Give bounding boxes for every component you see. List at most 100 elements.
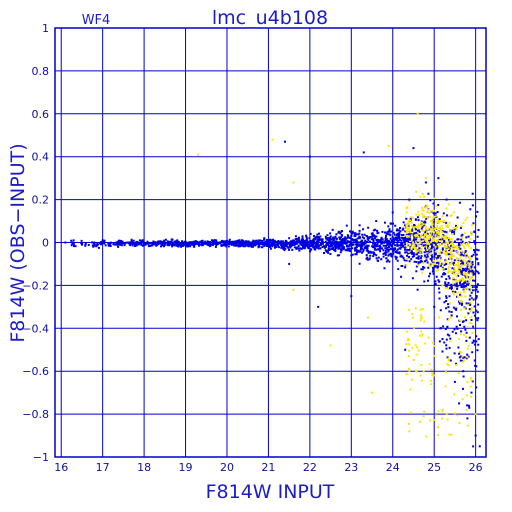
yellow-data-point	[441, 408, 444, 411]
blue-data-point	[424, 181, 427, 184]
x-tick-label: 20	[220, 461, 234, 474]
blue-data-point	[462, 370, 465, 373]
yellow-data-point	[196, 153, 199, 156]
blue-data-point	[72, 239, 75, 242]
blue-data-point	[163, 241, 166, 244]
blue-data-point	[213, 239, 216, 242]
dense-point-cloud	[70, 190, 480, 448]
y-tick-label: −0.8	[22, 408, 49, 421]
blue-data-point	[350, 295, 353, 298]
blue-data-point	[366, 258, 369, 261]
yellow-data-point	[466, 380, 469, 383]
blue-data-point	[64, 241, 67, 244]
blue-data-point	[350, 254, 353, 257]
yellow-data-point	[408, 430, 411, 433]
yellow-data-point	[292, 288, 295, 291]
blue-data-point	[284, 140, 287, 143]
blue-data-point	[225, 243, 228, 246]
blue-data-point	[408, 198, 411, 201]
blue-data-point	[412, 147, 415, 150]
x-tick-label: 17	[96, 461, 110, 474]
yellow-data-point	[437, 230, 440, 233]
yellow-data-point	[433, 374, 436, 377]
blue-data-point	[176, 239, 179, 242]
plot-frame	[54, 27, 487, 458]
blue-data-point	[275, 245, 278, 248]
yellow-data-point	[429, 215, 432, 218]
chart-title: lmc_u4b108	[212, 7, 328, 29]
yellow-data-point	[433, 262, 436, 265]
blue-data-point	[126, 241, 129, 244]
x-axis-label: F814W INPUT	[206, 481, 335, 503]
blue-data-point	[466, 417, 469, 420]
blue-data-point	[313, 235, 316, 238]
data-points	[64, 112, 481, 448]
blue-data-point	[358, 224, 361, 227]
yellow-data-point	[416, 112, 419, 115]
blue-data-point	[114, 243, 117, 246]
x-tick-label: 26	[469, 461, 483, 474]
x-tick-label: 18	[137, 461, 151, 474]
yellow-data-point	[441, 284, 444, 287]
blue-data-point	[437, 177, 440, 180]
blue-data-point	[337, 230, 340, 233]
blue-data-point	[449, 359, 452, 362]
y-tick-labels: 1 0.8 0.6 0.4 0.2 0 −0.2 −0.4 −0.6 −0.8 −1	[22, 22, 49, 464]
yellow-data-point	[271, 138, 274, 141]
blue-data-point	[325, 250, 328, 253]
blue-data-point	[308, 155, 311, 158]
y-tick-label: 0.8	[32, 65, 50, 78]
y-tick-label: 0.6	[32, 108, 50, 121]
x-tick-label: 22	[303, 461, 317, 474]
blue-data-point	[400, 275, 403, 278]
y-tick-label: 0.2	[32, 194, 50, 207]
x-tick-label: 19	[179, 461, 193, 474]
blue-data-point	[138, 239, 141, 242]
y-tick-label: 0	[42, 237, 49, 250]
yellow-data-point	[445, 237, 448, 240]
blue-data-point	[317, 305, 320, 308]
yellow-data-point	[420, 316, 423, 319]
yellow-data-point	[366, 316, 369, 319]
blue-data-point	[238, 239, 241, 242]
x-tick-label: 21	[261, 461, 275, 474]
yellow-data-point	[458, 338, 461, 341]
blue-data-point	[453, 380, 456, 383]
yellow-data-point	[474, 413, 477, 416]
yellow-data-point	[292, 181, 295, 184]
y-tick-label: −0.4	[22, 322, 49, 335]
dense-cloud-path	[70, 192, 480, 448]
blue-data-point	[151, 243, 154, 246]
yellow-data-point	[371, 391, 374, 394]
blue-data-point	[288, 237, 291, 240]
y-tick-label: −0.2	[22, 279, 49, 292]
y-tick-label: 0.4	[32, 151, 50, 164]
x-tick-label: 23	[344, 461, 358, 474]
blue-data-point	[391, 211, 394, 214]
blue-data-point	[375, 220, 378, 223]
blue-data-point	[445, 198, 448, 201]
blue-data-point	[458, 402, 461, 405]
y-tick-label: 1	[42, 22, 49, 35]
yellow-data-point	[424, 177, 427, 180]
blue-data-point	[470, 391, 473, 394]
blue-data-point	[300, 247, 303, 250]
y-tick-label: −1	[33, 451, 49, 464]
blue-data-point	[433, 305, 436, 308]
yellow-data-point	[449, 316, 452, 319]
blue-data-point	[80, 243, 83, 246]
blue-data-point	[416, 288, 419, 291]
blue-data-point	[478, 445, 481, 448]
blue-data-point	[404, 348, 407, 351]
yellow-data-point	[329, 344, 332, 347]
blue-data-point	[93, 241, 96, 244]
blue-data-point	[383, 267, 386, 270]
blue-data-point	[441, 338, 444, 341]
x-tick-label: 25	[427, 461, 441, 474]
x-tick-label: 24	[386, 461, 400, 474]
blue-data-point	[250, 243, 253, 246]
y-axis-label: F814W (OBS−INPUT)	[7, 143, 29, 342]
yellow-data-point	[387, 144, 390, 147]
